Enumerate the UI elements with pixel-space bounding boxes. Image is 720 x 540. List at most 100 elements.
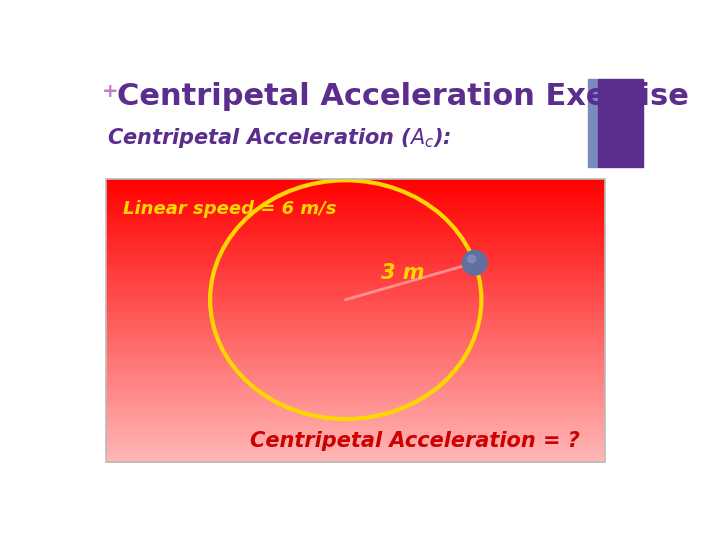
Bar <box>106 338 606 341</box>
Bar <box>106 403 606 406</box>
Bar <box>106 201 606 205</box>
Bar <box>106 445 606 449</box>
Bar <box>106 360 606 364</box>
Bar <box>106 437 606 440</box>
Bar <box>106 352 606 355</box>
Bar <box>106 190 606 194</box>
Bar <box>106 346 606 349</box>
Bar <box>106 210 606 213</box>
Bar <box>106 227 606 231</box>
Bar <box>106 281 606 285</box>
Bar <box>106 196 606 199</box>
Bar <box>106 221 606 225</box>
Bar <box>106 193 606 197</box>
Bar <box>106 357 606 361</box>
Bar <box>106 230 606 233</box>
Bar <box>106 329 606 333</box>
Bar <box>106 244 606 247</box>
Bar <box>106 238 606 242</box>
Bar <box>106 272 606 276</box>
Bar <box>106 252 606 256</box>
Bar <box>106 179 606 183</box>
Bar <box>106 323 606 327</box>
Bar <box>106 249 606 253</box>
Text: Linear speed = 6 m/s: Linear speed = 6 m/s <box>122 200 336 218</box>
Bar <box>106 456 606 460</box>
Bar <box>106 388 606 392</box>
Bar <box>106 312 606 315</box>
Bar <box>106 224 606 228</box>
Bar <box>106 369 606 372</box>
Bar <box>106 219 606 222</box>
Bar <box>106 318 606 321</box>
Bar <box>106 199 606 202</box>
Bar <box>106 292 606 296</box>
Circle shape <box>462 251 487 275</box>
Bar <box>106 426 606 429</box>
Bar <box>106 440 606 443</box>
Bar <box>598 79 642 167</box>
Bar <box>106 179 606 462</box>
Bar <box>106 235 606 239</box>
Bar <box>106 442 606 446</box>
Bar <box>106 267 606 270</box>
Bar <box>106 241 606 245</box>
Bar <box>106 247 606 251</box>
Bar <box>106 431 606 435</box>
Bar <box>106 363 606 367</box>
Bar <box>106 315 606 319</box>
Bar <box>106 298 606 301</box>
Bar <box>106 397 606 401</box>
Bar <box>106 185 606 188</box>
Bar <box>106 340 606 344</box>
Bar <box>106 428 606 431</box>
Bar <box>106 204 606 208</box>
Bar <box>106 448 606 451</box>
Bar <box>106 349 606 353</box>
Bar <box>106 187 606 191</box>
Bar <box>106 408 606 412</box>
Bar <box>588 79 598 167</box>
Bar <box>106 460 606 463</box>
Bar <box>106 411 606 415</box>
Bar <box>106 394 606 398</box>
Bar <box>106 255 606 259</box>
Bar <box>106 383 606 387</box>
Bar <box>106 303 606 307</box>
Bar <box>106 309 606 313</box>
Bar <box>106 269 606 273</box>
Bar <box>106 414 606 417</box>
Bar <box>106 215 606 219</box>
Bar <box>106 320 606 324</box>
Text: Centripetal Acceleration Exercise: Centripetal Acceleration Exercise <box>117 82 689 111</box>
Bar <box>106 420 606 423</box>
Bar <box>106 306 606 310</box>
Bar <box>106 343 606 347</box>
Text: Centripetal Acceleration ($\mathit{A_c}$):: Centripetal Acceleration ($\mathit{A_c}$… <box>107 126 451 151</box>
Text: 3 m: 3 m <box>381 262 424 282</box>
Bar <box>106 264 606 267</box>
Text: +: + <box>102 82 118 101</box>
Text: Centripetal Acceleration = ?: Centripetal Acceleration = ? <box>251 430 580 450</box>
Bar <box>106 372 606 375</box>
Bar <box>106 377 606 381</box>
Bar <box>106 332 606 335</box>
Circle shape <box>468 255 475 263</box>
Bar <box>106 386 606 389</box>
Bar <box>106 335 606 338</box>
Bar <box>106 284 606 287</box>
Bar <box>106 233 606 236</box>
Bar <box>106 451 606 454</box>
Bar <box>106 380 606 383</box>
Bar <box>106 213 606 217</box>
Bar <box>106 400 606 403</box>
Bar <box>106 207 606 211</box>
Bar <box>106 275 606 279</box>
Bar <box>106 392 606 395</box>
Bar <box>106 289 606 293</box>
Bar <box>106 374 606 378</box>
Bar <box>106 326 606 330</box>
Bar <box>106 261 606 265</box>
Bar <box>106 258 606 262</box>
Bar <box>106 422 606 426</box>
